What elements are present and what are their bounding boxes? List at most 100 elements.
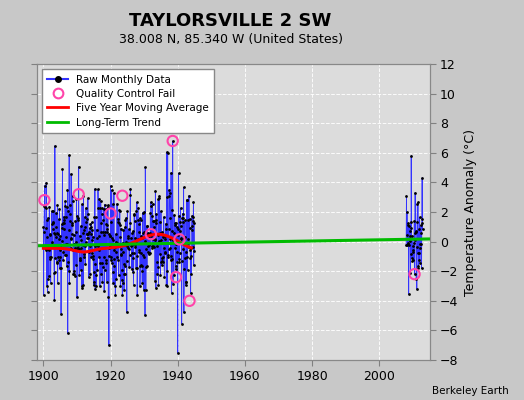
Point xyxy=(42,205,51,212)
Point xyxy=(154,264,162,270)
Point xyxy=(178,258,186,264)
Point xyxy=(187,252,195,259)
Point xyxy=(70,232,78,238)
Point xyxy=(86,231,95,238)
Point xyxy=(64,268,73,274)
Point xyxy=(183,216,192,223)
Point xyxy=(406,270,414,277)
Point xyxy=(100,288,108,294)
Point xyxy=(152,259,161,265)
Point xyxy=(174,226,182,232)
Point xyxy=(57,310,65,317)
Point xyxy=(158,255,166,261)
Point xyxy=(58,224,66,231)
Point xyxy=(72,213,81,219)
Point xyxy=(89,256,97,262)
Point xyxy=(57,264,66,271)
Point xyxy=(140,254,148,260)
Point xyxy=(415,250,423,256)
Point xyxy=(77,223,85,229)
Point xyxy=(107,257,115,263)
Point xyxy=(78,283,86,289)
Point xyxy=(125,246,134,252)
Point xyxy=(104,253,113,259)
Point xyxy=(166,214,174,221)
Point xyxy=(45,273,53,279)
Point xyxy=(162,267,171,274)
Point xyxy=(123,243,132,250)
Point xyxy=(184,240,192,246)
Point xyxy=(165,226,173,232)
Point xyxy=(39,291,48,298)
Point xyxy=(144,232,152,239)
Point xyxy=(133,199,141,206)
Point xyxy=(95,247,103,253)
Point xyxy=(164,252,172,258)
Point xyxy=(99,260,107,266)
Point xyxy=(147,231,156,237)
Point xyxy=(163,283,171,289)
Point xyxy=(113,253,121,260)
Point xyxy=(405,223,413,230)
Point xyxy=(168,228,177,234)
Point xyxy=(417,241,425,247)
Point xyxy=(80,253,88,260)
Point xyxy=(94,186,102,193)
Point xyxy=(403,240,412,246)
Point xyxy=(106,233,114,239)
Point xyxy=(126,219,134,226)
Point xyxy=(98,279,106,286)
Point xyxy=(135,249,144,256)
Point xyxy=(134,216,142,223)
Point xyxy=(54,216,63,222)
Point xyxy=(52,259,61,265)
Point xyxy=(74,217,82,224)
Point xyxy=(402,242,410,248)
Point xyxy=(416,214,424,221)
Point xyxy=(130,212,138,219)
Point xyxy=(66,218,74,224)
Point xyxy=(413,201,421,207)
Point xyxy=(88,250,96,256)
Point xyxy=(124,235,132,241)
Point xyxy=(47,280,55,286)
Point xyxy=(59,249,68,255)
Point xyxy=(95,254,103,260)
Point xyxy=(132,244,140,250)
Point xyxy=(92,226,101,233)
Point xyxy=(145,233,153,239)
Point xyxy=(75,232,84,239)
Point xyxy=(99,217,107,223)
Point xyxy=(165,187,173,193)
Point xyxy=(92,272,101,278)
Point xyxy=(406,228,414,235)
Point xyxy=(122,215,130,221)
Point xyxy=(404,241,412,247)
Point xyxy=(58,166,67,172)
Point xyxy=(149,236,157,243)
Point xyxy=(117,246,126,252)
Point xyxy=(95,205,104,211)
Point xyxy=(407,225,416,232)
Point xyxy=(414,199,422,206)
Point xyxy=(88,227,96,234)
Text: Berkeley Earth: Berkeley Earth xyxy=(432,386,508,396)
Point xyxy=(97,205,106,211)
Point xyxy=(107,187,116,193)
Point xyxy=(41,244,50,250)
Point xyxy=(103,221,112,228)
Point xyxy=(128,269,137,276)
Point xyxy=(145,242,154,248)
Point xyxy=(104,294,113,300)
Point xyxy=(62,263,71,270)
Point xyxy=(404,220,412,226)
Point xyxy=(153,242,161,249)
Point xyxy=(78,201,86,208)
Point xyxy=(179,184,188,191)
Point xyxy=(42,282,51,289)
Point xyxy=(181,279,190,285)
Point xyxy=(189,214,197,221)
Point xyxy=(66,202,74,208)
Point xyxy=(62,251,70,258)
Point xyxy=(130,218,139,224)
